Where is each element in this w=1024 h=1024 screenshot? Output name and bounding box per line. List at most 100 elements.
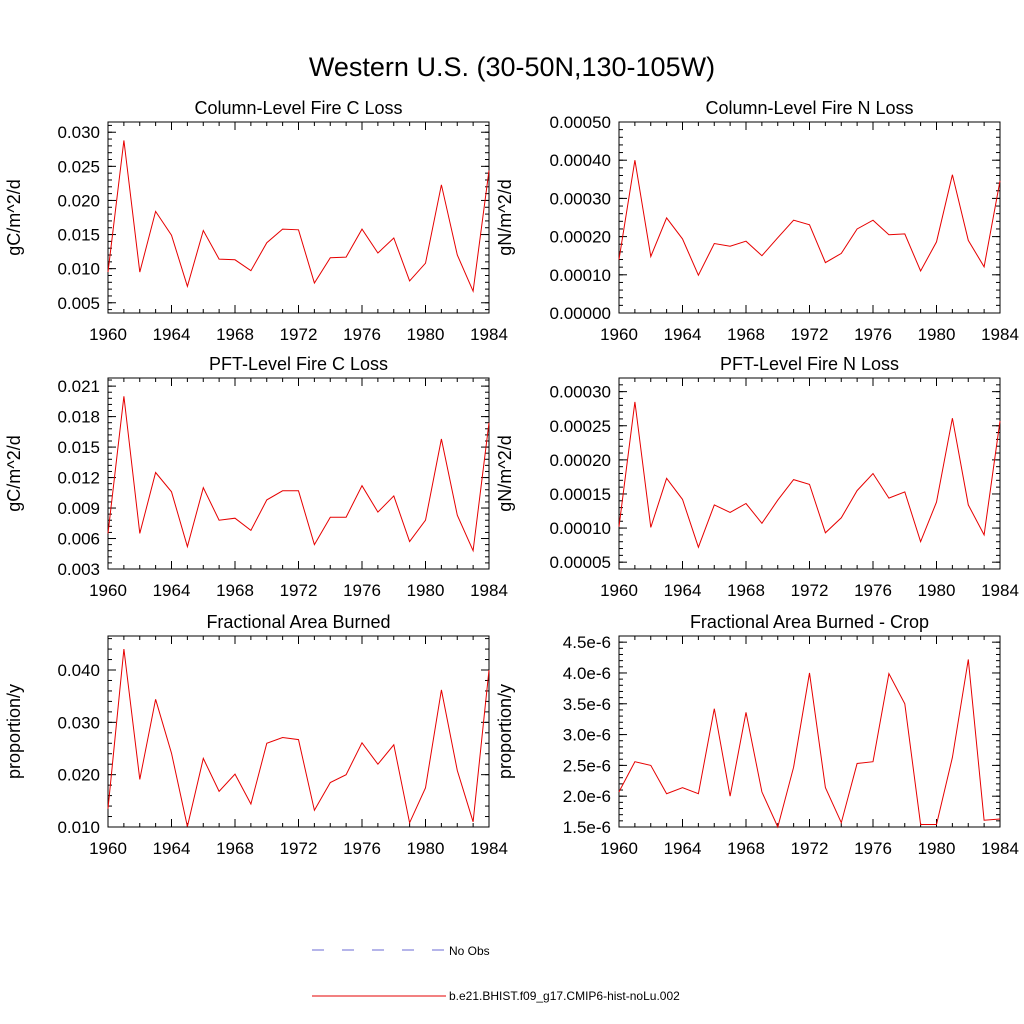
y-tick-label: 0.006: [57, 530, 100, 549]
x-tick-label: 1980: [407, 581, 445, 600]
panel-title: Fractional Area Burned - Crop: [690, 612, 929, 632]
x-tick-label: 1972: [280, 839, 318, 858]
x-tick-label: 1964: [664, 325, 702, 344]
x-tick-label: 1980: [918, 839, 956, 858]
y-tick-label: 0.00020: [550, 228, 611, 247]
y-axis-label: proportion/y: [495, 684, 515, 779]
y-tick-label: 3.5e-6: [563, 695, 611, 714]
x-tick-label: 1980: [918, 581, 956, 600]
y-tick-label: 0.020: [57, 766, 100, 785]
panel-3: PFT-Level Fire C Loss gC/m^2/d 1960 1964 196…: [4, 354, 508, 600]
x-tick-label: 1960: [89, 325, 127, 344]
x-tick-label: 1976: [854, 839, 892, 858]
y-tick-label: 0.025: [57, 157, 100, 176]
x-tick-label: 1960: [600, 839, 638, 858]
y-tick-label: 0.00010: [550, 266, 611, 285]
y-tick-label: 0.00030: [550, 189, 611, 208]
x-tick-label: 1972: [280, 325, 318, 344]
x-tick-label: 1980: [918, 325, 956, 344]
series-line: [107, 140, 490, 294]
y-tick-label: 0.009: [57, 499, 100, 518]
y-tick-label: 2.5e-6: [563, 756, 611, 775]
panel-title: Fractional Area Burned: [206, 612, 390, 632]
y-tick-label: 0.00000: [550, 304, 611, 323]
x-tick-label: 1984: [981, 839, 1019, 858]
x-tick-label: 1984: [470, 581, 508, 600]
x-tick-label: 1976: [343, 839, 381, 858]
x-tick-label: 1964: [153, 839, 191, 858]
series-line: [107, 649, 490, 827]
x-tick-label: 1968: [727, 839, 765, 858]
x-tick-label: 1968: [727, 581, 765, 600]
x-tick-label: 1964: [664, 581, 702, 600]
y-tick-label: 0.040: [57, 661, 100, 680]
series-line: [618, 659, 1001, 829]
x-tick-label: 1964: [153, 581, 191, 600]
panel-title: Column-Level Fire C Loss: [194, 98, 402, 118]
x-tick-label: 1968: [727, 325, 765, 344]
x-tick-label: 1972: [791, 325, 829, 344]
y-tick-label: 2.0e-6: [563, 787, 611, 806]
y-tick-label: 0.00010: [550, 519, 611, 538]
x-tick-label: 1968: [216, 581, 254, 600]
plot-frame: [618, 121, 1001, 314]
figure-title: Western U.S. (30-50N,130-105W): [309, 52, 715, 82]
x-tick-label: 1984: [981, 325, 1019, 344]
y-tick-label: 4.5e-6: [563, 633, 611, 652]
y-tick-label: 4.0e-6: [563, 664, 611, 683]
y-tick-label: 0.021: [57, 377, 100, 396]
y-tick-label: 0.020: [57, 191, 100, 210]
x-tick-label: 1968: [216, 325, 254, 344]
x-tick-label: 1984: [470, 325, 508, 344]
x-tick-label: 1964: [153, 325, 191, 344]
series-line: [618, 160, 1001, 277]
x-tick-label: 1960: [600, 325, 638, 344]
plot-frame: [618, 377, 1001, 570]
y-axis-label: gN/m^2/d: [495, 435, 515, 511]
x-tick-label: 1972: [280, 581, 318, 600]
y-tick-label: 0.00040: [550, 151, 611, 170]
y-tick-label: 0.018: [57, 408, 100, 427]
x-tick-label: 1984: [981, 581, 1019, 600]
x-tick-label: 1972: [791, 839, 829, 858]
x-tick-label: 1976: [854, 325, 892, 344]
y-tick-label: 0.00015: [550, 485, 611, 504]
panel-2: Column-Level Fire N Loss gN/m^2/d 1960 1964…: [495, 98, 1019, 344]
y-tick-label: 3.0e-6: [563, 726, 611, 745]
y-tick-label: 0.00020: [550, 451, 611, 470]
y-tick-label: 0.00050: [550, 113, 611, 132]
panels: Column-Level Fire C Loss gC/m^2/d 1960 1964…: [4, 98, 1019, 858]
plot-frame: [107, 377, 490, 570]
y-tick-label: 1.5e-6: [563, 818, 611, 837]
x-tick-label: 1960: [89, 839, 127, 858]
x-tick-label: 1984: [470, 839, 508, 858]
y-tick-label: 0.010: [57, 818, 100, 837]
y-tick-label: 0.003: [57, 560, 100, 579]
x-tick-label: 1960: [89, 581, 127, 600]
y-tick-label: 0.00005: [550, 553, 611, 572]
x-tick-label: 1964: [664, 839, 702, 858]
y-axis-label: proportion/y: [4, 684, 24, 779]
x-tick-label: 1980: [407, 839, 445, 858]
y-axis-label: gC/m^2/d: [4, 179, 24, 255]
y-tick-label: 0.012: [57, 469, 100, 488]
x-tick-label: 1976: [343, 325, 381, 344]
series-line: [618, 401, 1001, 549]
legend-label-no-obs: No Obs: [449, 944, 490, 958]
series-line: [107, 396, 490, 553]
y-axis-label: gC/m^2/d: [4, 435, 24, 511]
panel-title: Column-Level Fire N Loss: [705, 98, 913, 118]
y-tick-label: 0.00030: [550, 383, 611, 402]
y-tick-label: 0.010: [57, 260, 100, 279]
legend-label-model: b.e21.BHIST.f09_g17.CMIP6-hist-noLu.002: [449, 989, 680, 1003]
y-tick-label: 0.015: [57, 438, 100, 457]
panel-title: PFT-Level Fire C Loss: [209, 354, 388, 374]
y-axis-label: gN/m^2/d: [495, 179, 515, 255]
panel-1: Column-Level Fire C Loss gC/m^2/d 1960 1964…: [4, 98, 508, 344]
x-tick-label: 1960: [600, 581, 638, 600]
panel-4: PFT-Level Fire N Loss gN/m^2/d 1960 1964 196…: [495, 354, 1019, 600]
y-tick-label: 0.030: [57, 123, 100, 142]
plot-frame: [107, 121, 490, 314]
x-tick-label: 1972: [791, 581, 829, 600]
